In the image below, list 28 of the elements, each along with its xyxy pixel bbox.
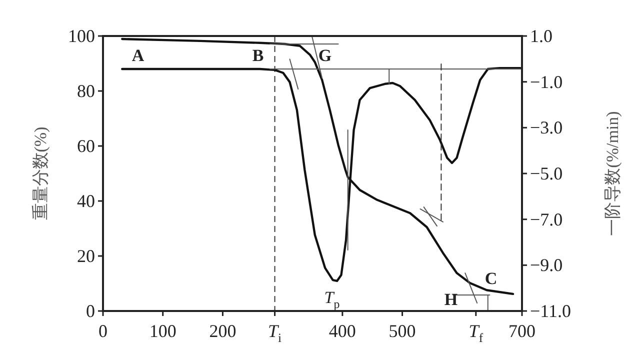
x-tick-label: 500 <box>388 321 416 341</box>
y2-tick-label: −7.0 <box>530 209 563 230</box>
x-tick-label: 100 <box>149 321 176 341</box>
y2-tick-label: −5.0 <box>530 164 563 184</box>
annotation: B <box>252 46 264 64</box>
x-tick-label: T$_{f}$ <box>468 321 484 345</box>
y2-tick-label: 1.0 <box>530 26 552 46</box>
x-tick-label: T$_{i}$ <box>268 321 282 345</box>
annotation: C <box>484 268 498 288</box>
y2-tick-label: −3.0 <box>530 118 563 138</box>
x-tick-label: 700 <box>508 321 536 341</box>
y-tick-label: 60 <box>77 136 95 156</box>
y-axis-title: 重量分数(%) <box>30 126 50 220</box>
y2-tick-label: −9.0 <box>530 255 563 276</box>
y2-tick-label: −11.0 <box>530 301 571 321</box>
annotation: A <box>132 46 145 64</box>
y-tick-label: 100 <box>68 26 95 46</box>
annotation: G <box>318 46 332 64</box>
annotation: H <box>444 290 458 308</box>
y-tick-label: 40 <box>77 191 95 211</box>
y-tick-label: 20 <box>77 246 95 266</box>
x-tick-label: 400 <box>328 321 356 341</box>
y2-tick-label: −1.0 <box>530 72 563 92</box>
y-tick-label: 0 <box>86 301 95 321</box>
x-tick-label: 0 <box>98 321 108 341</box>
y-tick-label: 80 <box>77 81 95 101</box>
x-tick-label: 200 <box>209 321 236 341</box>
y2-axis-title: 一阶导数(%/min) <box>602 111 622 236</box>
